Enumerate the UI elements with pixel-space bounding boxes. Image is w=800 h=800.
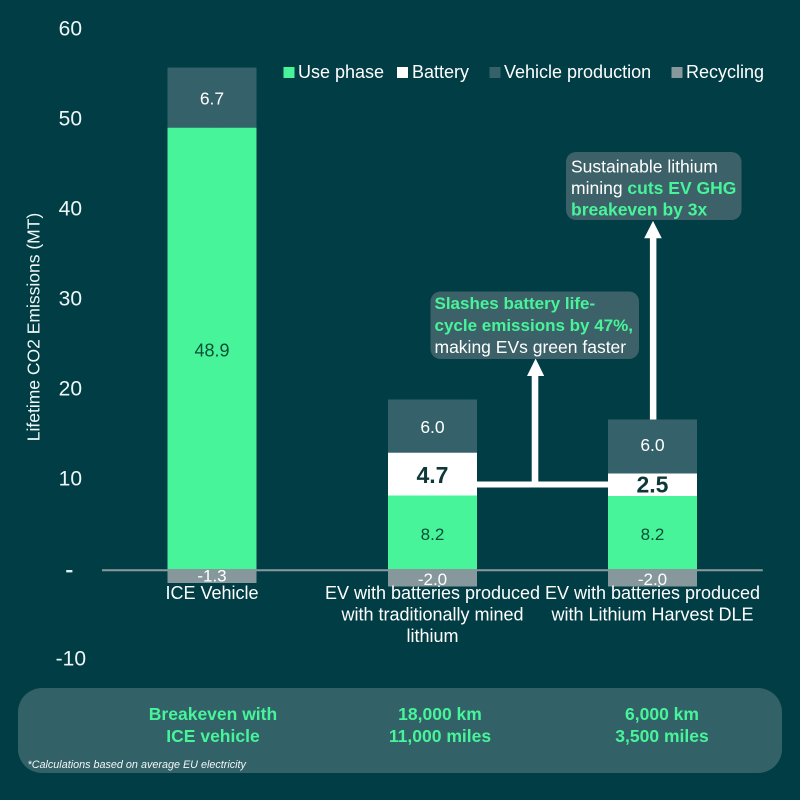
svg-text:-10: -10 (56, 648, 86, 671)
svg-text:6.7: 6.7 (200, 89, 224, 109)
svg-text:Vehicle production: Vehicle production (504, 62, 651, 82)
svg-text:6.0: 6.0 (640, 435, 665, 455)
svg-text:-2.0: -2.0 (638, 570, 667, 589)
svg-text:-1.3: -1.3 (197, 567, 226, 586)
svg-text:-2.0: -2.0 (418, 570, 447, 589)
svg-text:Sustainable lithium: Sustainable lithium (571, 157, 718, 177)
svg-text:Battery: Battery (412, 62, 469, 82)
svg-text:48.9: 48.9 (194, 341, 229, 361)
svg-text:30: 30 (59, 288, 82, 311)
svg-text:*Calculations based on average: *Calculations based on average EU electr… (28, 759, 247, 771)
svg-text:2.5: 2.5 (637, 472, 669, 498)
svg-text:making EVs green faster: making EVs green faster (435, 337, 627, 357)
svg-text:Recycling: Recycling (686, 62, 764, 82)
svg-text:40: 40 (59, 198, 82, 221)
svg-text:50: 50 (59, 108, 82, 131)
svg-text:3,500 miles: 3,500 miles (615, 726, 709, 746)
svg-text:18,000 km: 18,000 km (398, 704, 482, 724)
svg-text:cycle emissions by 47%,: cycle emissions by 47%, (435, 316, 633, 335)
svg-text:8.2: 8.2 (641, 525, 665, 544)
svg-text:10: 10 (59, 468, 82, 491)
svg-text:Slashes battery life-: Slashes battery life- (435, 294, 596, 313)
svg-text:mining cuts EV GHG: mining cuts EV GHG (571, 178, 736, 198)
svg-text:with traditionally mined: with traditionally mined (340, 605, 523, 625)
svg-text:with Lithium Harvest DLE: with Lithium Harvest DLE (550, 605, 753, 625)
svg-text:Use phase: Use phase (298, 62, 384, 82)
svg-text:6.0: 6.0 (420, 417, 445, 437)
svg-text:4.7: 4.7 (417, 462, 449, 488)
svg-text:Breakeven with: Breakeven with (149, 704, 277, 724)
svg-text:ICE vehicle: ICE vehicle (166, 726, 260, 746)
svg-text:60: 60 (59, 18, 82, 41)
svg-text:8.2: 8.2 (421, 525, 445, 544)
svg-text:ICE Vehicle: ICE Vehicle (165, 583, 258, 603)
svg-text:breakeven by 3x: breakeven by 3x (571, 200, 707, 220)
svg-text:20: 20 (59, 378, 82, 401)
svg-text:11,000 miles: 11,000 miles (389, 726, 491, 746)
svg-text:EV with batteries produced: EV with batteries produced (325, 583, 540, 603)
svg-text:lithium: lithium (406, 626, 458, 646)
svg-text:6,000 km: 6,000 km (625, 704, 699, 724)
svg-text:EV with batteries produced: EV with batteries produced (545, 583, 760, 603)
svg-text:Lifetime CO2 Emissions (MT): Lifetime CO2 Emissions (MT) (24, 213, 44, 442)
